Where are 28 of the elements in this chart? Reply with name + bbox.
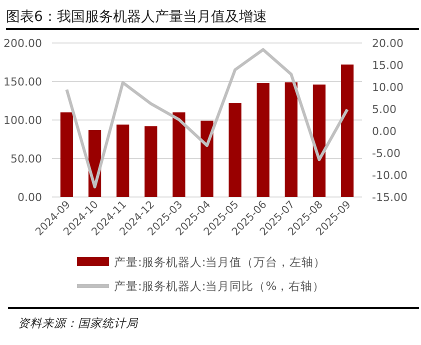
legend-label: 产量:服务机器人:当月值（万台，左轴） xyxy=(114,255,326,269)
y2-tick-label: -5.00 xyxy=(372,147,400,160)
y2-tick-label: -10.00 xyxy=(372,169,408,182)
y2-tick-label: -15.00 xyxy=(372,191,408,204)
bar xyxy=(116,124,130,197)
bar xyxy=(172,112,186,197)
bar xyxy=(228,103,242,197)
bar xyxy=(312,84,326,197)
bar xyxy=(60,112,74,197)
y2-tick-label: 5.00 xyxy=(372,103,396,116)
legend-label: 产量:服务机器人:当月同比（%，右轴） xyxy=(114,279,325,293)
text: 资料来源：国家统计局 xyxy=(18,316,139,330)
y-tick-label: 0.00 xyxy=(18,191,42,204)
bar xyxy=(340,64,354,197)
y2-tick-label: 15.00 xyxy=(372,59,404,72)
y-tick-label: 50.00 xyxy=(10,152,42,166)
line-series xyxy=(65,48,349,188)
y2-tick-label: 10.00 xyxy=(372,81,404,94)
y-tick-label: 200.00 xyxy=(4,37,42,50)
chart-title: 图表6：我国服务机器人产量当月值及增速 xyxy=(6,9,267,25)
y-tick-label: 150.00 xyxy=(4,76,42,88)
y2-tick-label: 20.00 xyxy=(372,37,404,50)
bar xyxy=(200,120,214,197)
bar xyxy=(256,83,270,197)
y2-tick-label: 0.00 xyxy=(372,125,396,138)
bar xyxy=(144,126,158,197)
y-tick-label: 100.00 xyxy=(4,114,42,127)
bar xyxy=(284,82,298,197)
